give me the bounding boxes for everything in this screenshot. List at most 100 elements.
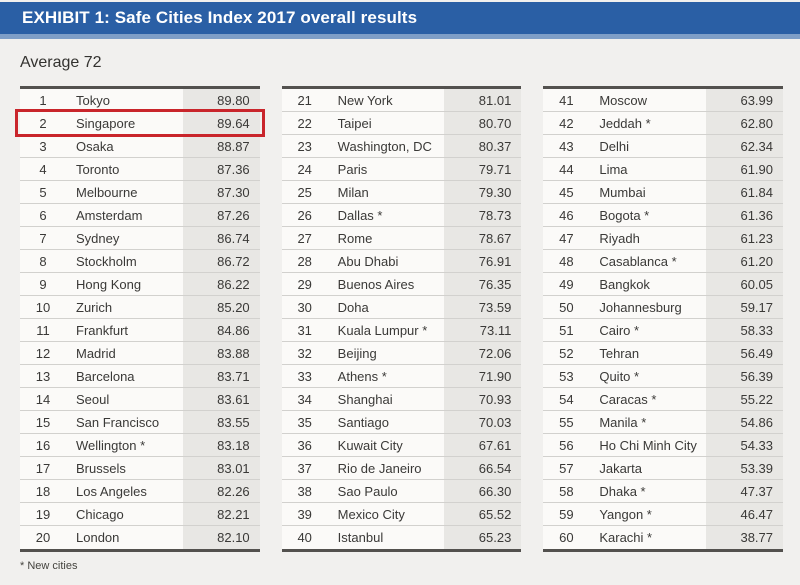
score-cell: 89.64 xyxy=(182,112,260,134)
city-cell: Hong Kong xyxy=(76,276,142,292)
city-cell: Barcelona xyxy=(76,368,135,384)
table-row: 49 Bangkok 60.05 xyxy=(543,273,784,296)
score-cell: 83.61 xyxy=(182,388,260,410)
table-row: 33 Athens * 71.90 xyxy=(281,365,522,388)
table-row: 59 Yangon * 46.47 xyxy=(543,503,784,526)
city-cell: Rio de Janeiro xyxy=(337,460,422,476)
city-cell: Tokyo xyxy=(76,92,110,108)
footnote: * New cities xyxy=(20,560,78,572)
rank-cell: 35 xyxy=(297,414,312,430)
city-cell: Washington, DC xyxy=(337,138,432,154)
score-cell: 87.36 xyxy=(182,158,260,180)
ranking-table-1: 1 Tokyo 89.80 2 Singapore 89.64 3 Osaka … xyxy=(15,86,265,552)
table-row: 14 Seoul 83.61 xyxy=(20,388,260,411)
score-cell: 61.36 xyxy=(706,204,784,226)
score-cell: 80.70 xyxy=(444,112,522,134)
average-label: Average 72 xyxy=(20,54,102,71)
score-cell: 86.22 xyxy=(182,273,260,295)
score-cell: 70.93 xyxy=(444,388,522,410)
score-cell: 65.52 xyxy=(444,503,522,525)
city-cell: Sydney xyxy=(76,230,120,246)
table-row: 40 Istanbul 65.23 xyxy=(281,526,522,549)
city-cell: Mexico City xyxy=(337,506,405,522)
score-cell: 61.20 xyxy=(706,250,784,272)
city-cell: Moscow xyxy=(599,92,648,108)
table-row: 35 Santiago 70.03 xyxy=(281,411,522,434)
city-cell: Zurich xyxy=(76,299,113,315)
city-cell: Kuala Lumpur * xyxy=(337,322,428,338)
score-cell: 59.17 xyxy=(706,296,784,318)
table-row: 21 New York 81.01 xyxy=(281,89,522,112)
score-cell: 79.30 xyxy=(444,181,522,203)
table-row: 18 Los Angeles 82.26 xyxy=(20,480,260,503)
table-row: 42 Jeddah * 62.80 xyxy=(543,112,784,135)
city-cell: New York xyxy=(337,92,393,108)
city-cell: Jakarta xyxy=(599,460,642,476)
table-row: 3 Osaka 88.87 xyxy=(20,135,260,158)
city-cell: Ho Chi Minh City xyxy=(599,437,697,453)
city-cell: Caracas * xyxy=(599,391,657,407)
score-cell: 54.33 xyxy=(706,434,784,456)
score-cell: 71.90 xyxy=(444,365,522,387)
score-cell: 55.22 xyxy=(706,388,784,410)
rank-cell: 15 xyxy=(35,414,51,430)
rank-cell: 19 xyxy=(35,506,51,522)
city-cell: Kuwait City xyxy=(337,437,403,453)
table-row: 31 Kuala Lumpur * 73.11 xyxy=(281,319,522,342)
city-cell: Melbourne xyxy=(76,184,138,200)
table-row: 17 Brussels 83.01 xyxy=(20,457,260,480)
table-row: 45 Mumbai 61.84 xyxy=(543,181,784,204)
table-row: 27 Rome 78.67 xyxy=(281,227,522,250)
score-cell: 82.10 xyxy=(182,526,260,549)
score-cell: 87.30 xyxy=(182,181,260,203)
table-row: 25 Milan 79.30 xyxy=(281,181,522,204)
city-cell: Rome xyxy=(337,230,373,246)
rank-cell: 42 xyxy=(559,115,574,131)
rank-cell: 22 xyxy=(297,115,312,131)
rank-cell: 44 xyxy=(559,161,574,177)
city-cell: Wellington * xyxy=(76,437,146,453)
score-cell: 61.84 xyxy=(706,181,784,203)
table-row: 20 London 82.10 xyxy=(20,526,260,549)
score-cell: 83.01 xyxy=(182,457,260,479)
table-row: 9 Hong Kong 86.22 xyxy=(20,273,260,296)
score-cell: 82.21 xyxy=(182,503,260,525)
city-cell: Los Angeles xyxy=(76,483,147,499)
rank-cell: 48 xyxy=(559,253,574,269)
table-row: 28 Abu Dhabi 76.91 xyxy=(281,250,522,273)
score-cell: 60.05 xyxy=(706,273,784,295)
table-row: 46 Bogota * 61.36 xyxy=(543,204,784,227)
city-cell: Beijing xyxy=(337,345,377,361)
score-cell: 80.37 xyxy=(444,135,522,157)
city-cell: Chicago xyxy=(76,506,124,522)
rank-cell: 18 xyxy=(35,483,51,499)
rank-cell: 39 xyxy=(297,506,312,522)
rank-cell: 24 xyxy=(297,161,312,177)
city-cell: Jeddah * xyxy=(599,115,651,131)
rank-cell: 27 xyxy=(297,230,312,246)
rank-cell: 9 xyxy=(39,276,47,292)
city-cell: Brussels xyxy=(76,460,126,476)
table-row: 55 Manila * 54.86 xyxy=(543,411,784,434)
score-cell: 83.55 xyxy=(182,411,260,433)
exhibit-header: EXHIBIT 1: Safe Cities Index 2017 overal… xyxy=(0,2,800,39)
score-cell: 79.71 xyxy=(444,158,522,180)
city-cell: Delhi xyxy=(599,138,629,154)
table-row: 1 Tokyo 89.80 xyxy=(20,89,260,112)
city-cell: Singapore xyxy=(76,115,136,131)
rank-cell: 40 xyxy=(297,530,312,545)
rank-cell: 53 xyxy=(559,368,574,384)
table-row: 53 Quito * 56.39 xyxy=(543,365,784,388)
rank-cell: 55 xyxy=(559,414,574,430)
table-row: 23 Washington, DC 80.37 xyxy=(281,135,522,158)
city-cell: Amsterdam xyxy=(76,207,143,223)
table-row: 19 Chicago 82.21 xyxy=(20,503,260,526)
city-cell: Bogota * xyxy=(599,207,650,223)
score-cell: 88.87 xyxy=(182,135,260,157)
rank-cell: 56 xyxy=(559,437,574,453)
table-row: 56 Ho Chi Minh City 54.33 xyxy=(543,434,784,457)
rank-cell: 58 xyxy=(559,483,574,499)
score-cell: 83.88 xyxy=(182,342,260,364)
score-cell: 85.20 xyxy=(182,296,260,318)
city-cell: Toronto xyxy=(76,161,120,177)
